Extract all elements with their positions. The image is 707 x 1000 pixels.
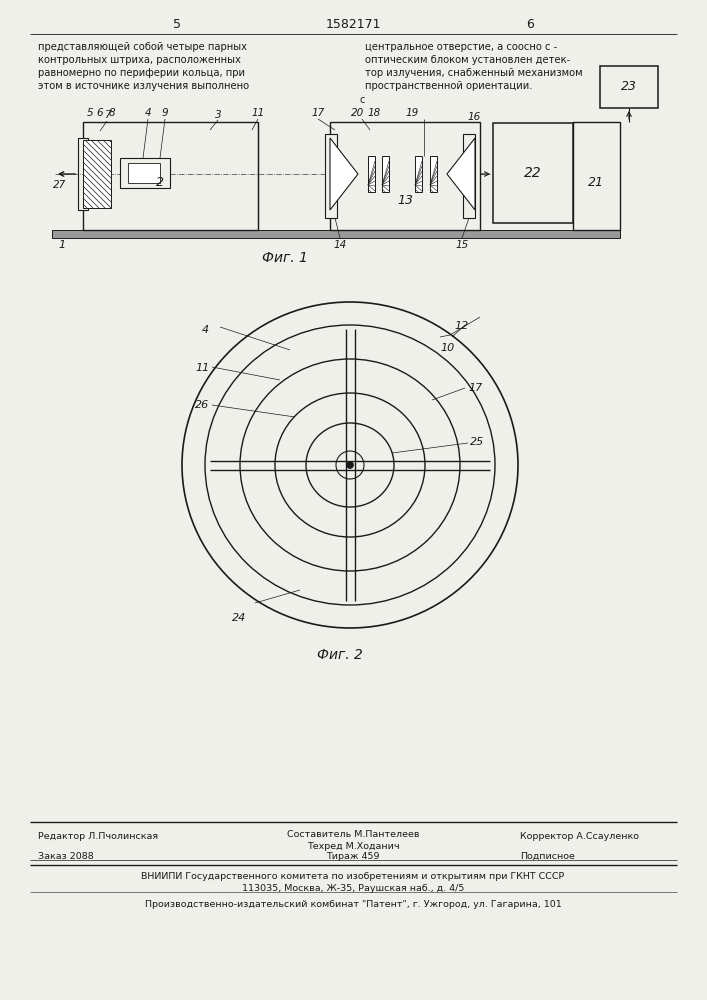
Bar xyxy=(382,156,389,192)
Text: 17: 17 xyxy=(468,383,482,393)
Text: 22: 22 xyxy=(524,166,542,180)
Text: 16: 16 xyxy=(468,112,481,122)
Text: 12: 12 xyxy=(454,321,468,331)
Ellipse shape xyxy=(205,325,495,605)
Text: 24: 24 xyxy=(232,613,246,623)
Text: 2: 2 xyxy=(156,176,164,190)
Text: 4: 4 xyxy=(145,108,151,118)
Text: Фиг. 1: Фиг. 1 xyxy=(262,251,308,265)
Text: 6: 6 xyxy=(526,18,534,31)
Bar xyxy=(120,158,170,188)
Polygon shape xyxy=(330,138,358,210)
Text: Производственно-издательский комбинат "Патент", г. Ужгород, ул. Гагарина, 101: Производственно-издательский комбинат "П… xyxy=(145,900,561,909)
Text: равномерно по периферии кольца, при: равномерно по периферии кольца, при xyxy=(38,68,245,78)
Ellipse shape xyxy=(275,393,425,537)
Text: Корректор А.Ссауленко: Корректор А.Ссауленко xyxy=(520,832,639,841)
Circle shape xyxy=(346,462,354,468)
Bar xyxy=(330,122,480,230)
Text: 7: 7 xyxy=(104,110,110,120)
Text: 19: 19 xyxy=(405,108,419,118)
Text: центральное отверстие, а соосно с -: центральное отверстие, а соосно с - xyxy=(365,42,557,52)
Ellipse shape xyxy=(240,359,460,571)
Text: 26: 26 xyxy=(195,400,209,410)
Text: 3: 3 xyxy=(215,110,221,120)
Text: пространственной ориентации.: пространственной ориентации. xyxy=(365,81,532,91)
Bar xyxy=(573,122,620,230)
Text: Составитель М.Пантелеев: Составитель М.Пантелеев xyxy=(287,830,419,839)
Text: с: с xyxy=(360,95,366,105)
Text: 25: 25 xyxy=(470,437,484,447)
Text: 21: 21 xyxy=(588,176,604,190)
Bar xyxy=(325,134,337,218)
Polygon shape xyxy=(447,138,475,210)
Text: 23: 23 xyxy=(621,81,637,94)
Text: оптическим блоком установлен детек-: оптическим блоком установлен детек- xyxy=(365,55,571,65)
Text: этом в источнике излучения выполнено: этом в источнике излучения выполнено xyxy=(38,81,249,91)
Text: 15: 15 xyxy=(455,240,469,250)
Bar xyxy=(128,163,160,183)
Text: 11: 11 xyxy=(252,108,264,118)
Text: 8: 8 xyxy=(109,108,115,118)
Circle shape xyxy=(336,451,364,479)
Ellipse shape xyxy=(306,423,394,507)
Text: Фиг. 2: Фиг. 2 xyxy=(317,648,363,662)
Text: 18: 18 xyxy=(368,108,380,118)
Text: 5: 5 xyxy=(173,18,181,31)
Bar xyxy=(430,156,437,192)
Text: 9: 9 xyxy=(162,108,168,118)
Ellipse shape xyxy=(182,302,518,628)
Text: 13: 13 xyxy=(397,194,413,207)
Text: Техред М.Ходанич: Техред М.Ходанич xyxy=(307,842,399,851)
Bar xyxy=(463,134,475,218)
Text: 10: 10 xyxy=(440,343,455,353)
Text: 14: 14 xyxy=(334,240,346,250)
Bar xyxy=(52,230,620,238)
Text: 11: 11 xyxy=(195,363,209,373)
Bar xyxy=(415,156,422,192)
Text: 20: 20 xyxy=(351,108,365,118)
Text: 5: 5 xyxy=(87,108,93,118)
Text: 113035, Москва, Ж-35, Раушская наб., д. 4/5: 113035, Москва, Ж-35, Раушская наб., д. … xyxy=(242,884,464,893)
Bar xyxy=(78,138,88,210)
Text: Тираж 459: Тираж 459 xyxy=(326,852,380,861)
Bar xyxy=(83,122,258,230)
Text: 17: 17 xyxy=(311,108,325,118)
Text: Заказ 2088: Заказ 2088 xyxy=(38,852,94,861)
Text: ВНИИПИ Государственного комитета по изобретениям и открытиям при ГКНТ СССР: ВНИИПИ Государственного комитета по изоб… xyxy=(141,872,565,881)
Text: представляющей собой четыре парных: представляющей собой четыре парных xyxy=(38,42,247,52)
Text: тор излучения, снабженный механизмом: тор излучения, снабженный механизмом xyxy=(365,68,583,78)
Text: 1: 1 xyxy=(58,240,65,250)
Text: Подписное: Подписное xyxy=(520,852,575,861)
Text: 6: 6 xyxy=(97,108,103,118)
Text: 1582171: 1582171 xyxy=(325,18,381,31)
Bar xyxy=(368,156,375,192)
Text: контрольных штриха, расположенных: контрольных штриха, расположенных xyxy=(38,55,241,65)
Text: 27: 27 xyxy=(53,180,66,190)
Text: 4: 4 xyxy=(202,325,209,335)
Bar xyxy=(493,123,573,223)
Bar xyxy=(83,140,111,208)
Text: Редактор Л.Пчолинская: Редактор Л.Пчолинская xyxy=(38,832,158,841)
Bar xyxy=(600,66,658,108)
